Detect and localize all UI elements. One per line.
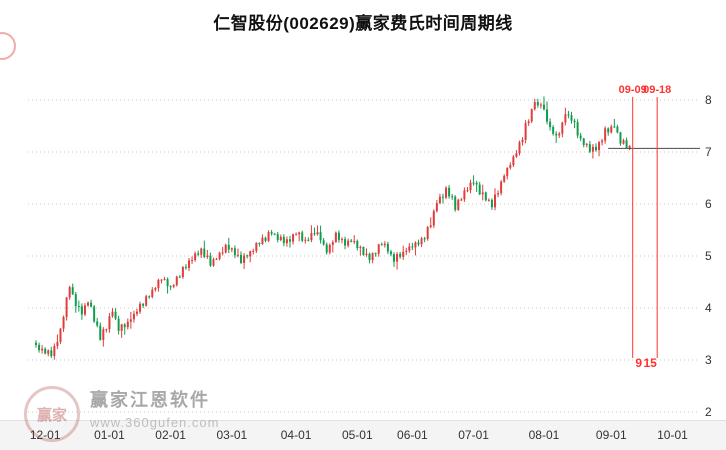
y-tick-label: 6 (705, 197, 712, 211)
watermark-brand: 赢家江恩软件 (90, 390, 210, 410)
fib-time-lines: 09-09 9 09-18 15 (619, 84, 672, 370)
y-tick-label: 5 (705, 249, 712, 263)
y-tick-label: 4 (705, 301, 712, 315)
x-tick-label: 09-01 (596, 428, 627, 442)
watermark-text: 赢家江恩软件 www.360gufen.com (90, 386, 219, 430)
x-axis-strip (0, 420, 726, 450)
y-tick-label: 2 (705, 405, 712, 419)
brand-logo-text: 赢家 (36, 406, 67, 424)
x-tick-label: 01-01 (94, 428, 125, 442)
fib-date-label: 09-18 (643, 84, 671, 96)
y-axis-labels: 8 7 6 5 4 3 2 (705, 93, 712, 419)
x-tick-label: 12-01 (30, 428, 61, 442)
y-tick-label: 8 (705, 93, 712, 107)
fib-count-label: 15 (644, 356, 658, 370)
y-tick-label: 7 (705, 145, 712, 159)
x-tick-label: 04-01 (281, 428, 312, 442)
x-tick-label: 02-01 (155, 428, 186, 442)
x-tick-label: 03-01 (216, 428, 247, 442)
x-tick-label: 05-01 (342, 428, 373, 442)
candlestick-series (35, 96, 631, 360)
watermark: 赢家 赢家江恩软件 www.360gufen.com (24, 386, 219, 442)
x-tick-label: 10-01 (657, 428, 688, 442)
fib-date-label: 09-09 (619, 84, 647, 96)
watermark-url: www.360gufen.com (90, 415, 220, 430)
x-tick-label: 08-01 (529, 428, 560, 442)
y-tick-label: 3 (705, 353, 712, 367)
fib-count-label: 9 (635, 356, 642, 370)
chart-title: 仁智股份(002629)赢家费氏时间周期线 (213, 14, 513, 33)
brand-logo-icon: 赢家 (24, 386, 80, 442)
x-axis-labels: 12-01 01-01 02-01 03-01 04-01 05-01 06-01 07-01… (30, 428, 688, 442)
x-tick-label: 07-01 (458, 428, 489, 442)
x-tick-label: 06-01 (397, 428, 428, 442)
